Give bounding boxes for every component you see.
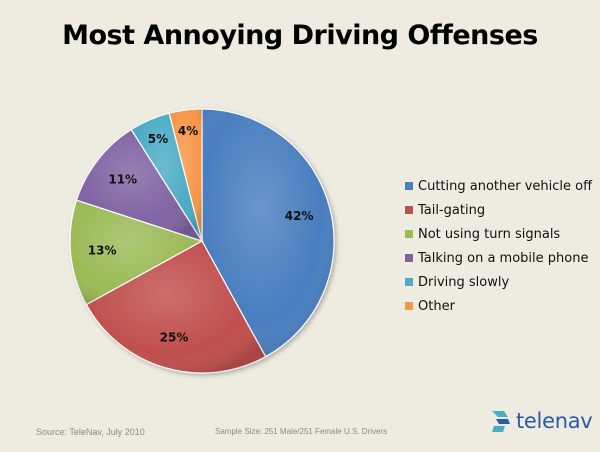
legend-label: Driving slowly (418, 274, 510, 290)
legend: Cutting another vehicle off Tail-gating No… (405, 174, 592, 318)
legend-label: Cutting another vehicle off (418, 178, 593, 194)
legend-swatch (405, 182, 413, 190)
telenav-logo-icon (492, 411, 510, 432)
data-label-tail-gating: 25% (160, 330, 189, 344)
telenav-logo: telenav (490, 408, 593, 434)
data-label-talking-on-a-mobile-phone: 11% (108, 173, 137, 187)
chart-title: Most Annoying Driving Offenses (62, 20, 538, 51)
source-note: Source: TeleNav, July 2010 (36, 427, 145, 437)
legend-label: Not using turn signals (418, 226, 561, 242)
legend-item-other: Other (405, 294, 592, 318)
legend-swatch (405, 278, 413, 286)
legend-swatch (405, 254, 413, 262)
legend-swatch (405, 230, 413, 238)
pie-slice-shading (70, 200, 203, 305)
pie-slice-shading (131, 113, 202, 241)
pie-slice-shading (76, 129, 202, 241)
brand-name: telenav (516, 409, 593, 433)
legend-label: Tail-gating (418, 202, 486, 218)
legend-label: Other (418, 298, 455, 314)
data-label-other: 4% (178, 124, 198, 138)
data-label-cutting-another-vehicle-off: 42% (285, 209, 314, 223)
sample-size-note: Sample Size: 251 Male/251 Female U.S. Dr… (215, 427, 388, 436)
legend-item-driving-slowly: Driving slowly (405, 270, 592, 294)
legend-item-tail-gating: Tail-gating (405, 198, 592, 222)
legend-swatch (405, 206, 413, 214)
data-label-driving-slowly: 5% (148, 132, 168, 146)
legend-item-talking-on-a-mobile-phone: Talking on a mobile phone (405, 246, 592, 270)
pie-slice-shading (169, 109, 202, 241)
pie-slice-shading (86, 241, 266, 373)
legend-label: Talking on a mobile phone (418, 250, 589, 266)
data-label-not-using-turn-signals: 13% (88, 243, 117, 257)
legend-item-not-using-turn-signals: Not using turn signals (405, 222, 592, 246)
legend-swatch (405, 302, 413, 310)
pie-slice-shading (202, 109, 335, 357)
legend-item-cutting-another-vehicle-off: Cutting another vehicle off (405, 174, 592, 198)
